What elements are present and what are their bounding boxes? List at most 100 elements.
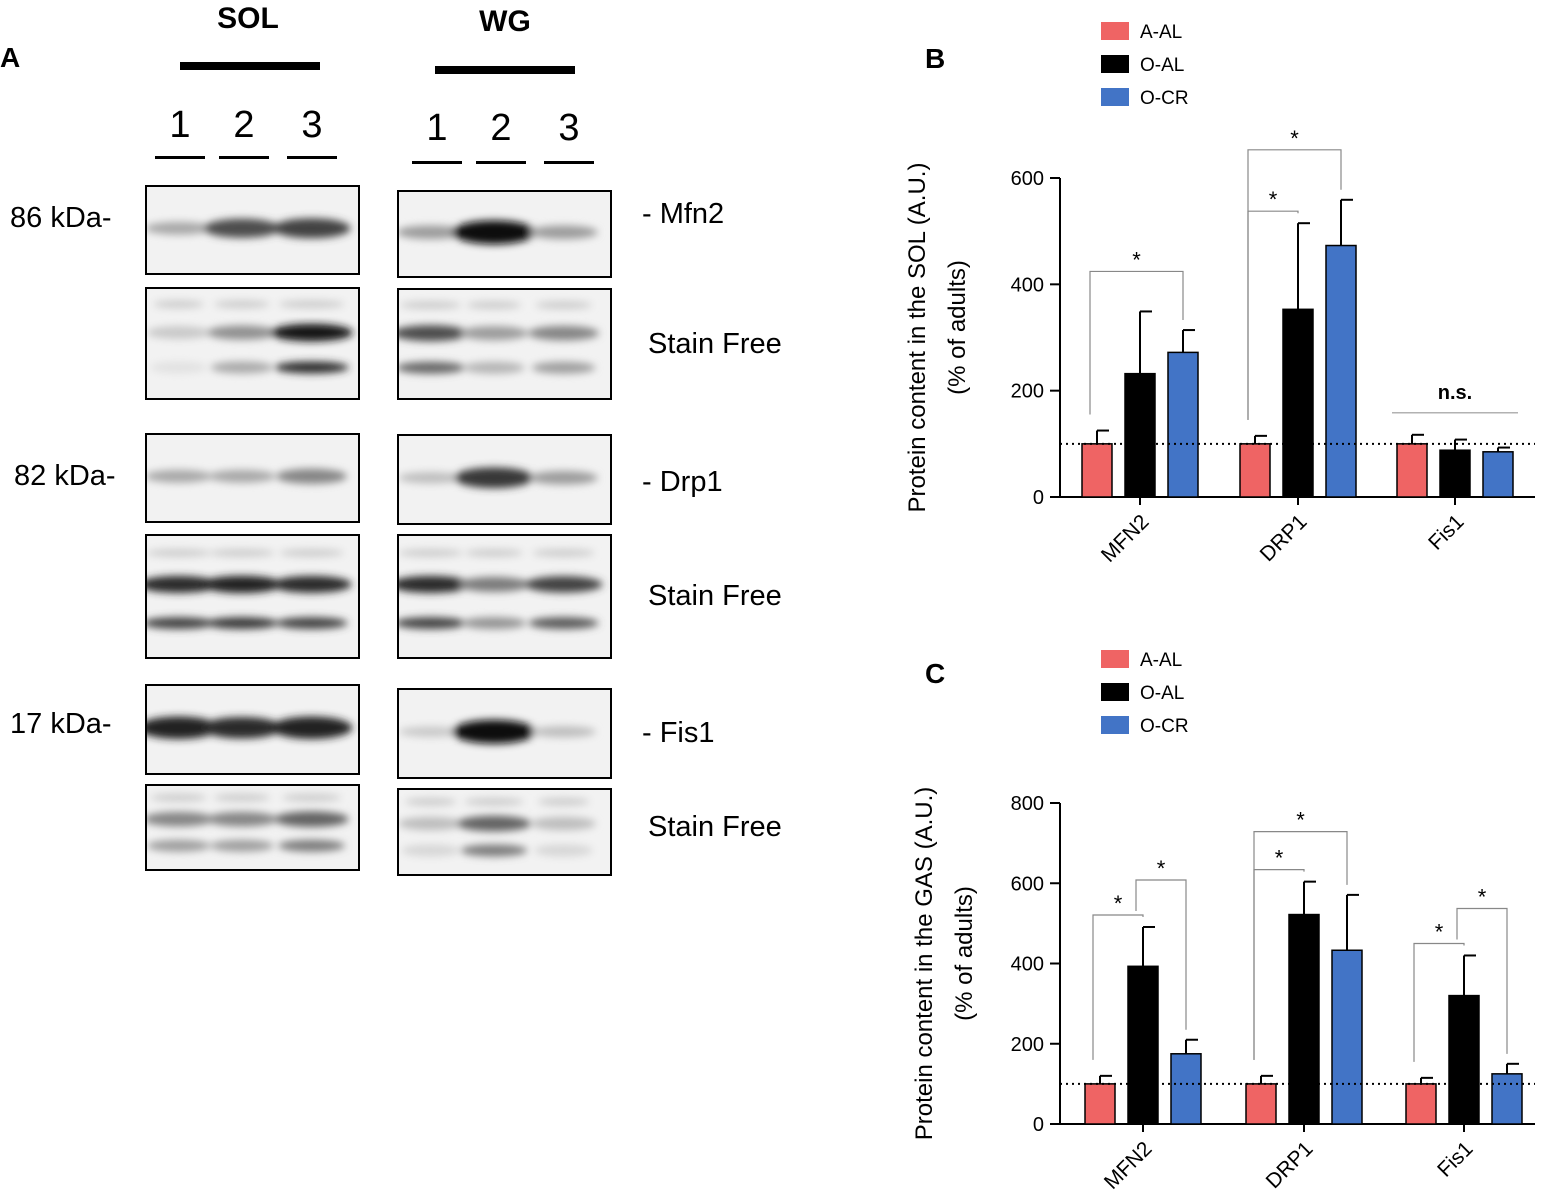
group-label-wg: WG bbox=[479, 5, 531, 38]
blot-image bbox=[147, 187, 358, 273]
blot-band bbox=[209, 548, 275, 557]
blot-band bbox=[399, 472, 464, 484]
blot-band bbox=[147, 839, 211, 852]
bar bbox=[1325, 244, 1357, 498]
blot-image bbox=[399, 192, 610, 276]
protein-label-mfn2: - Mfn2 bbox=[642, 198, 725, 230]
blot-band bbox=[460, 844, 528, 857]
group-label-sol: SOL bbox=[217, 2, 279, 35]
blot-band bbox=[401, 844, 460, 857]
y-axis-label: (% of adults) bbox=[944, 260, 971, 395]
blot-band bbox=[276, 468, 347, 484]
blot-band bbox=[147, 548, 211, 557]
stain-free-label: Stain Free bbox=[648, 328, 782, 360]
x-tick-label: MFN2 bbox=[1097, 510, 1154, 567]
lane-underline bbox=[544, 161, 594, 164]
blot-band bbox=[529, 470, 598, 485]
bar bbox=[1439, 449, 1471, 498]
lane-underline bbox=[219, 156, 269, 159]
blot-band bbox=[278, 839, 346, 852]
lane-underline bbox=[412, 161, 462, 164]
blot-band bbox=[214, 300, 270, 309]
blot-band bbox=[271, 575, 352, 593]
blot-band bbox=[465, 548, 523, 557]
significance-label: * bbox=[1275, 846, 1284, 871]
blot-band bbox=[207, 325, 277, 340]
stain-free-label: Stain Free bbox=[648, 811, 782, 843]
blot-band bbox=[201, 575, 283, 594]
blot-band bbox=[524, 576, 603, 593]
group-bar-wg bbox=[435, 66, 575, 74]
panel-letter: B bbox=[925, 43, 945, 74]
blot-band bbox=[399, 726, 463, 737]
significance-label: * bbox=[1114, 891, 1123, 916]
blot-wg-stain-free-2 bbox=[397, 534, 612, 659]
blot-band bbox=[531, 361, 596, 374]
y-tick-label: 800 bbox=[1011, 793, 1044, 815]
bar bbox=[1084, 1083, 1116, 1125]
blot-band bbox=[466, 301, 522, 310]
blot-band bbox=[399, 225, 465, 240]
chart-panel-c: C A-AL O-AL O-CR 0 200 400 600 800 Protein conten… bbox=[911, 650, 1535, 1194]
blot-band bbox=[150, 793, 207, 802]
bar bbox=[1491, 1073, 1523, 1125]
lane-number: 3 bbox=[301, 104, 323, 146]
blot-wg-fis1 bbox=[397, 688, 612, 779]
blot-wg-mfn2 bbox=[397, 190, 612, 278]
legend-label: O-AL bbox=[1140, 55, 1184, 76]
blot-image bbox=[147, 435, 358, 521]
blot-band bbox=[463, 361, 525, 374]
blot-band bbox=[404, 797, 457, 806]
kda-label-82: 82 kDa- bbox=[14, 460, 116, 492]
lane-underline bbox=[287, 156, 337, 159]
blot-image bbox=[399, 790, 610, 874]
significance-label: * bbox=[1290, 126, 1299, 151]
significance-bracket bbox=[1413, 942, 1465, 1062]
legend-swatch bbox=[1101, 683, 1129, 701]
blot-band bbox=[399, 548, 463, 557]
blot-band bbox=[399, 575, 471, 593]
x-tick-label: DRP1 bbox=[1256, 510, 1312, 566]
x-tick-label: Fis1 bbox=[1433, 1137, 1477, 1181]
legend-swatch bbox=[1101, 650, 1129, 668]
blot-band bbox=[147, 469, 213, 483]
blot-band bbox=[147, 575, 219, 593]
blot-image bbox=[147, 536, 358, 657]
blot-band bbox=[451, 220, 536, 245]
y-tick-label: 0 bbox=[1033, 487, 1044, 509]
significance-bracket bbox=[1247, 149, 1342, 420]
blot-band bbox=[459, 326, 529, 341]
blot-band bbox=[399, 301, 462, 310]
blot-band bbox=[464, 797, 524, 806]
y-axis-label: Protein content in the SOL (A.U.) bbox=[904, 163, 931, 513]
legend-label: A-AL bbox=[1140, 650, 1182, 671]
lane-number: 3 bbox=[558, 107, 580, 149]
bar bbox=[1482, 451, 1514, 498]
blot-wg-drp1 bbox=[397, 434, 612, 525]
bar bbox=[1282, 308, 1314, 498]
blot-band bbox=[275, 617, 348, 630]
significance-label: * bbox=[1435, 919, 1444, 944]
blot-sol-fis1 bbox=[145, 684, 360, 775]
blot-band bbox=[531, 817, 596, 831]
panel-a-letter: A bbox=[0, 42, 21, 73]
blot-image bbox=[399, 436, 610, 523]
blot-band bbox=[454, 467, 534, 489]
significance-label: * bbox=[1157, 856, 1166, 881]
significance-bracket bbox=[1092, 914, 1144, 1060]
group-bar-sol bbox=[180, 62, 320, 70]
blot-band bbox=[531, 726, 596, 738]
blot-band bbox=[399, 325, 470, 342]
bar bbox=[1127, 965, 1159, 1125]
lane-number: 2 bbox=[233, 104, 255, 146]
legend-swatch bbox=[1101, 716, 1129, 734]
significance-label: * bbox=[1478, 884, 1487, 909]
legend-label: O-CR bbox=[1140, 88, 1189, 109]
blot-image bbox=[147, 686, 358, 773]
y-axis-label: Protein content in the GAS (A.U.) bbox=[911, 787, 938, 1141]
bar bbox=[1448, 994, 1480, 1125]
protein-label-drp1: - Drp1 bbox=[642, 466, 723, 498]
blot-band bbox=[461, 617, 527, 630]
bar bbox=[1124, 372, 1156, 498]
blot-band bbox=[457, 576, 530, 592]
